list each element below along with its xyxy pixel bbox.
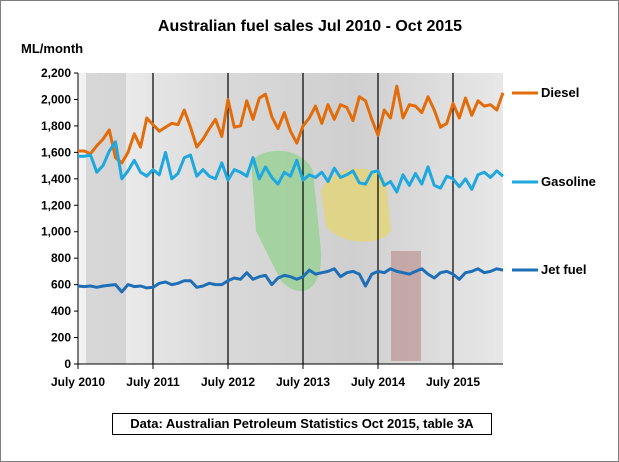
- y-axis-ticks: 0 200 400 600 800 1,000 1,200 1,400 1,600 1,800 2,…: [41, 66, 78, 371]
- x-tick-label: July 2013: [276, 375, 330, 389]
- photo-pump-left: [86, 73, 126, 364]
- x-axis-ticks: July 2010 July 2011 July 2012 July 2013 July…: [51, 364, 480, 389]
- y-tick-label: 1,600: [41, 145, 71, 159]
- x-tick-label: July 2010: [51, 375, 105, 389]
- legend: Diesel Gasoline Jet fuel: [512, 85, 596, 277]
- legend-label-diesel: Diesel: [541, 85, 579, 100]
- y-tick-label: 400: [51, 304, 71, 318]
- y-tick-label: 800: [51, 251, 71, 265]
- series-line-jet-fuel: [77, 267, 504, 294]
- y-tick-label: 1,400: [41, 172, 71, 186]
- y-tick-label: 600: [51, 278, 71, 292]
- series-lines: [77, 84, 505, 294]
- background-photo: [78, 73, 503, 364]
- x-tick-label: July 2012: [201, 375, 255, 389]
- y-axis-unit: ML/month: [21, 41, 83, 56]
- legend-label-jet-fuel: Jet fuel: [541, 262, 587, 277]
- x-tick-label: July 2011: [126, 375, 180, 389]
- y-tick-label: 1,800: [41, 119, 71, 133]
- y-tick-label: 2,200: [41, 66, 71, 80]
- source-note: Data: Australian Petroleum Statistics Oc…: [112, 413, 492, 435]
- gridlines: [152, 73, 454, 364]
- photo-red-hose: [391, 251, 421, 361]
- y-tick-label: 200: [51, 331, 71, 345]
- y-tick-label: 0: [64, 357, 71, 371]
- chart-title: Australian fuel sales Jul 2010 - Oct 201…: [158, 18, 462, 35]
- legend-label-gasoline: Gasoline: [541, 174, 596, 189]
- series-line-gasoline: [78, 140, 504, 194]
- y-tick-label: 1,000: [41, 225, 71, 239]
- photo-yellow-nozzle: [321, 168, 391, 242]
- y-tick-label: 1,200: [41, 198, 71, 212]
- series-line-diesel: [78, 84, 505, 165]
- y-tick-label: 2,000: [41, 92, 71, 106]
- x-tick-label: July 2015: [426, 375, 480, 389]
- x-tick-label: July 2014: [351, 375, 405, 389]
